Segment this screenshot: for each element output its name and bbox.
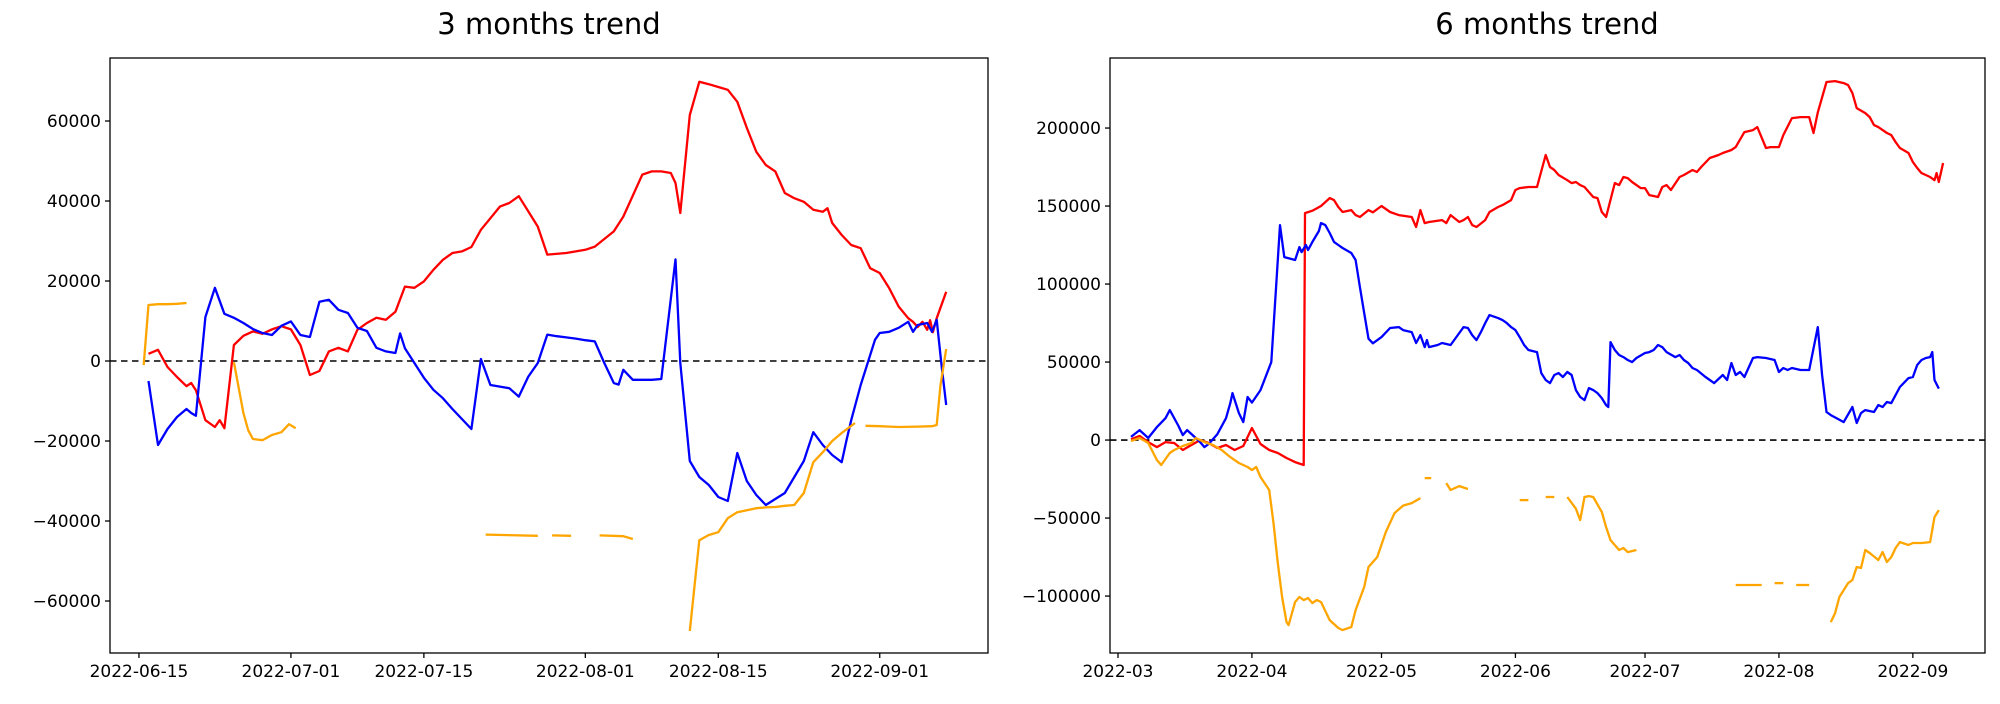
red-series-line bbox=[149, 82, 947, 428]
right-chart-title: 6 months trend bbox=[1435, 7, 1658, 41]
orange-series-line bbox=[600, 535, 633, 539]
y-tick-label: 60000 bbox=[47, 112, 101, 132]
plot-border bbox=[1110, 58, 1985, 653]
y-tick-label: 50000 bbox=[1047, 353, 1101, 373]
orange-series-line bbox=[486, 535, 538, 536]
orange-series-line bbox=[234, 362, 296, 440]
left-axes: 2022-06-15 2022-07-01 2022-07-15 2022-08-01… bbox=[33, 58, 988, 682]
blue-series-line bbox=[149, 259, 947, 505]
y-tick-label: −100000 bbox=[1022, 587, 1101, 607]
orange-series-line bbox=[1567, 496, 1636, 552]
y-tick-label: 40000 bbox=[47, 192, 101, 212]
left-chart-title: 3 months trend bbox=[437, 7, 660, 41]
x-tick-label: 2022-06-15 bbox=[90, 662, 189, 682]
y-tick-label: −60000 bbox=[33, 592, 101, 612]
x-tick-label: 2022-07-15 bbox=[374, 662, 473, 682]
y-tick-label: −40000 bbox=[33, 512, 101, 532]
x-tick-label: 2022-08-15 bbox=[669, 662, 768, 682]
y-tick-label: 20000 bbox=[47, 272, 101, 292]
x-tick-label: 2022-08-01 bbox=[536, 662, 635, 682]
x-tick-label: 2022-09 bbox=[1877, 662, 1948, 682]
red-series-line bbox=[1131, 81, 1943, 465]
y-tick-label: −50000 bbox=[1033, 509, 1101, 529]
y-tick-label: −20000 bbox=[33, 432, 101, 452]
orange-series-line bbox=[1831, 510, 1939, 622]
x-tick-label: 2022-06 bbox=[1480, 662, 1551, 682]
right-axes: 2022-03 2022-04 2022-05 2022-06 2022-07 2022-… bbox=[1022, 58, 1985, 682]
blue-series-line bbox=[1131, 223, 1939, 447]
plot-border bbox=[110, 58, 988, 653]
orange-series-line bbox=[144, 303, 187, 365]
orange-series-line bbox=[1131, 438, 1420, 630]
x-tick-label: 2022-05 bbox=[1346, 662, 1417, 682]
y-tick-label: 0 bbox=[90, 352, 101, 372]
x-tick-label: 2022-07 bbox=[1610, 662, 1681, 682]
y-tick-label: 150000 bbox=[1036, 197, 1101, 217]
x-tick-label: 2022-03 bbox=[1082, 662, 1153, 682]
y-tick-label: 100000 bbox=[1036, 275, 1101, 295]
x-tick-label: 2022-07-01 bbox=[242, 662, 341, 682]
x-tick-label: 2022-08 bbox=[1743, 662, 1814, 682]
x-tick-label: 2022-04 bbox=[1216, 662, 1287, 682]
y-tick-label: 200000 bbox=[1036, 119, 1101, 139]
orange-series-line bbox=[1446, 483, 1468, 490]
x-tick-label: 2022-09-01 bbox=[830, 662, 929, 682]
y-tick-label: 0 bbox=[1090, 431, 1101, 451]
